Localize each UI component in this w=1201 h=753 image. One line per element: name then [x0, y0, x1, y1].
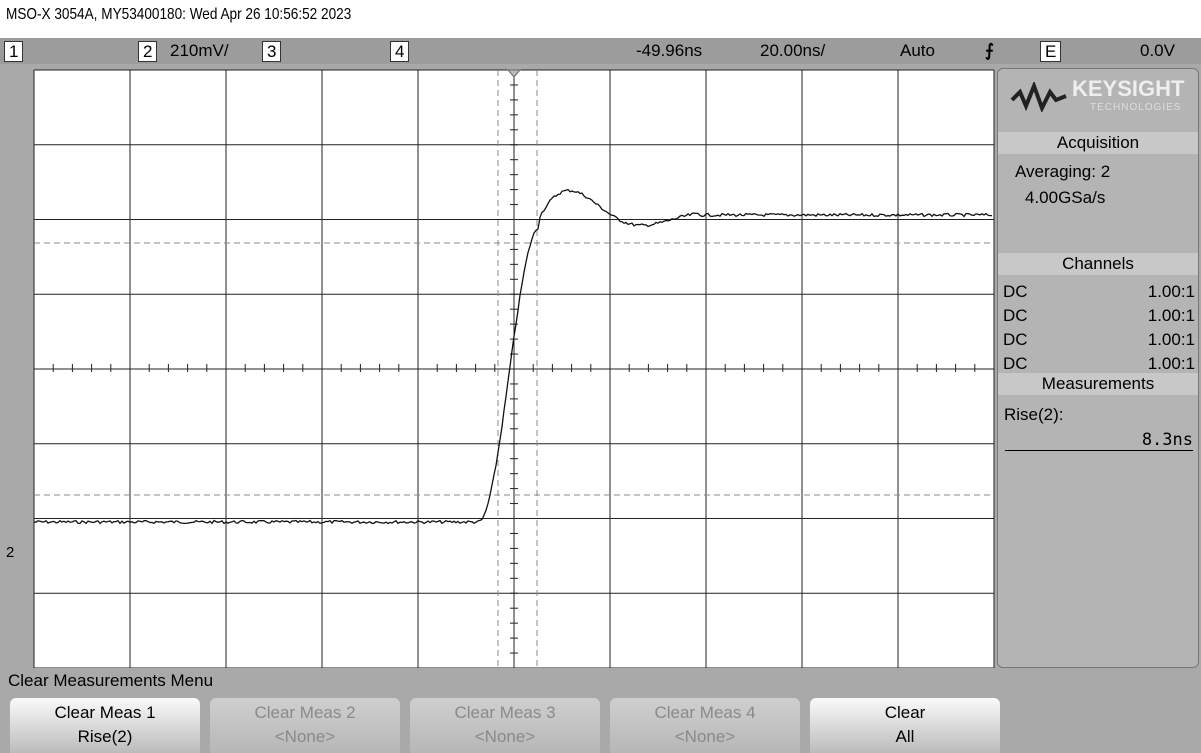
side-panel — [997, 68, 1199, 668]
channel-probe: 1.00:1 — [1147, 306, 1195, 325]
ch2-label[interactable]: 2 — [138, 41, 158, 62]
cursors — [34, 70, 994, 668]
trigger-source: E — [1040, 41, 1062, 62]
channel-coupling: DC — [1003, 354, 1028, 373]
channel-probe: 1.00:1 — [1147, 330, 1195, 349]
softkey[interactable]: Clear All — [810, 698, 1000, 753]
softkey-sub: <None> — [274, 727, 336, 746]
softkey-sub: <None> — [474, 727, 536, 746]
softkey-label: Clear Meas 1 — [54, 703, 156, 722]
ch4-label[interactable]: 4 — [390, 41, 410, 62]
status-bar — [0, 38, 1201, 64]
softkey-sub: Rise(2) — [77, 727, 133, 746]
waveform — [33, 188, 992, 525]
timebase: 20.00ns/ — [760, 41, 826, 60]
softkey-label: Clear — [884, 703, 926, 722]
softkey[interactable]: Clear Meas 2 <None> — [210, 698, 400, 753]
channel-coupling: DC — [1003, 306, 1028, 325]
trigger-marker — [506, 69, 522, 78]
channel-probe: 1.00:1 — [1147, 282, 1195, 301]
channel-coupling: DC — [1003, 282, 1028, 301]
measurements-header: Measurements — [998, 373, 1198, 395]
softkey[interactable]: Clear Meas 1 Rise(2) — [10, 698, 200, 753]
title: MSO-X 3054A, MY53400180: Wed Apr 26 10:5… — [6, 6, 352, 23]
ch2-scale: 210mV/ — [170, 41, 229, 60]
softkey-sub: All — [895, 727, 915, 746]
channels-header: Channels — [998, 253, 1198, 275]
brand: KEYSIGHT — [1072, 76, 1185, 101]
trigger-slope-icon: ⨍ — [985, 41, 994, 60]
title-background — [0, 0, 1201, 38]
softkey-label: Clear Meas 2 — [254, 703, 356, 722]
grid — [33, 69, 995, 668]
ch3-label[interactable]: 3 — [262, 41, 282, 62]
graticule: 2 — [6, 69, 995, 668]
channel-coupling: DC — [1003, 330, 1028, 349]
menu-title: Clear Measurements Menu — [8, 671, 214, 690]
trigger-level: 0.0V — [1140, 41, 1175, 60]
acquisition-header: Acquisition — [998, 132, 1198, 154]
softkey[interactable]: Clear Meas 3 <None> — [410, 698, 600, 753]
meas-value: 8.3ns — [1005, 430, 1193, 451]
delay: -49.96ns — [636, 41, 703, 60]
ch1-label[interactable]: 1 — [4, 41, 24, 62]
ground-marker: 2 — [6, 544, 14, 561]
softkey-label: Clear Meas 3 — [454, 703, 556, 722]
softkey-sub: <None> — [674, 727, 736, 746]
acq-mode: Averaging: 2 — [1015, 162, 1111, 181]
softkey[interactable]: Clear Meas 4 <None> — [610, 698, 800, 753]
trigger-mode: Auto — [900, 41, 935, 60]
softkey-label: Clear Meas 4 — [654, 703, 756, 722]
channel-probe: 1.00:1 — [1147, 354, 1195, 373]
brand-sub: TECHNOLOGIES — [1090, 102, 1182, 113]
meas-name: Rise(2): — [1004, 405, 1064, 424]
acq-rate: 4.00GSa/s — [1025, 188, 1106, 207]
logo — [1010, 82, 1067, 112]
